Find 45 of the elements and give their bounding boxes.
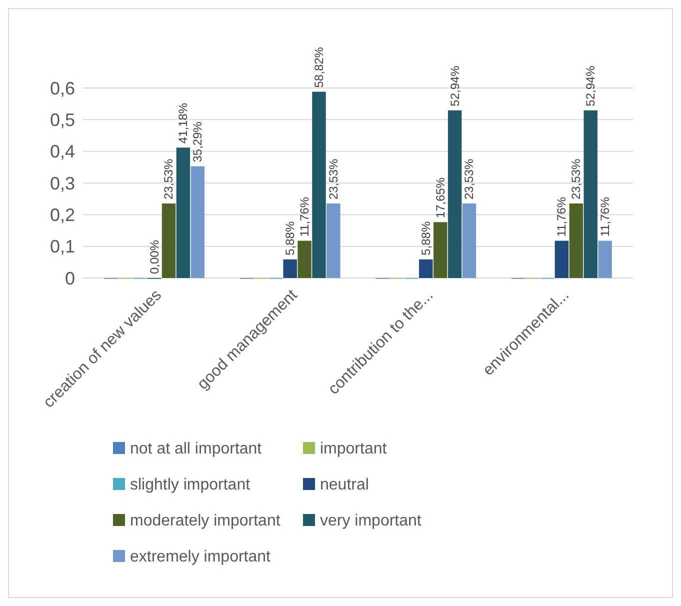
bar (190, 166, 204, 278)
legend-label: neutral (320, 476, 369, 494)
data-label: 41,18% (176, 102, 190, 144)
y-tick-label: 0,2 (50, 204, 75, 225)
data-label: 0,00% (147, 240, 162, 274)
bar (569, 203, 584, 278)
bar (298, 240, 312, 278)
data-label: 52,94% (448, 65, 462, 106)
data-label: 23,53% (462, 158, 476, 200)
legend-label: very important (320, 512, 422, 530)
data-label: 11,76% (298, 196, 312, 237)
y-tick-label: 0,1 (50, 236, 75, 257)
data-label: 5,88% (283, 221, 298, 256)
data-label: 35,29% (190, 121, 205, 162)
data-label: 5,88% (418, 221, 433, 256)
legend-label: not at all important (130, 440, 262, 458)
bar (326, 203, 340, 278)
data-label: 23,53% (326, 158, 340, 200)
bar (448, 110, 462, 278)
bar (584, 110, 598, 278)
bar (176, 148, 190, 278)
bar (462, 203, 476, 278)
data-label: 11,76% (554, 196, 569, 237)
bar (283, 259, 297, 278)
legend-label: extremely important (130, 548, 272, 566)
data-label: 23,53% (162, 158, 176, 200)
y-tick-label: 0,3 (50, 173, 75, 194)
y-tick-label: 0,4 (50, 142, 75, 162)
data-label: 11,76% (598, 196, 612, 237)
bar (433, 222, 448, 278)
bar (312, 92, 326, 278)
bar (162, 203, 176, 278)
bar (554, 240, 569, 278)
legend-label: slightly important (130, 476, 251, 494)
data-label: 52,94% (584, 65, 598, 106)
bar (598, 240, 612, 278)
legend-label: important (320, 440, 388, 458)
data-label: 23,53% (569, 158, 584, 200)
y-tick-label: 0 (64, 268, 75, 288)
y-tick-label: 0,5 (50, 110, 75, 130)
data-label: 58,82% (312, 46, 326, 88)
data-label: 17,65% (433, 177, 448, 218)
bar (419, 259, 433, 278)
y-tick-label: 0,6 (50, 78, 75, 98)
legend-label: moderately important (130, 512, 281, 530)
